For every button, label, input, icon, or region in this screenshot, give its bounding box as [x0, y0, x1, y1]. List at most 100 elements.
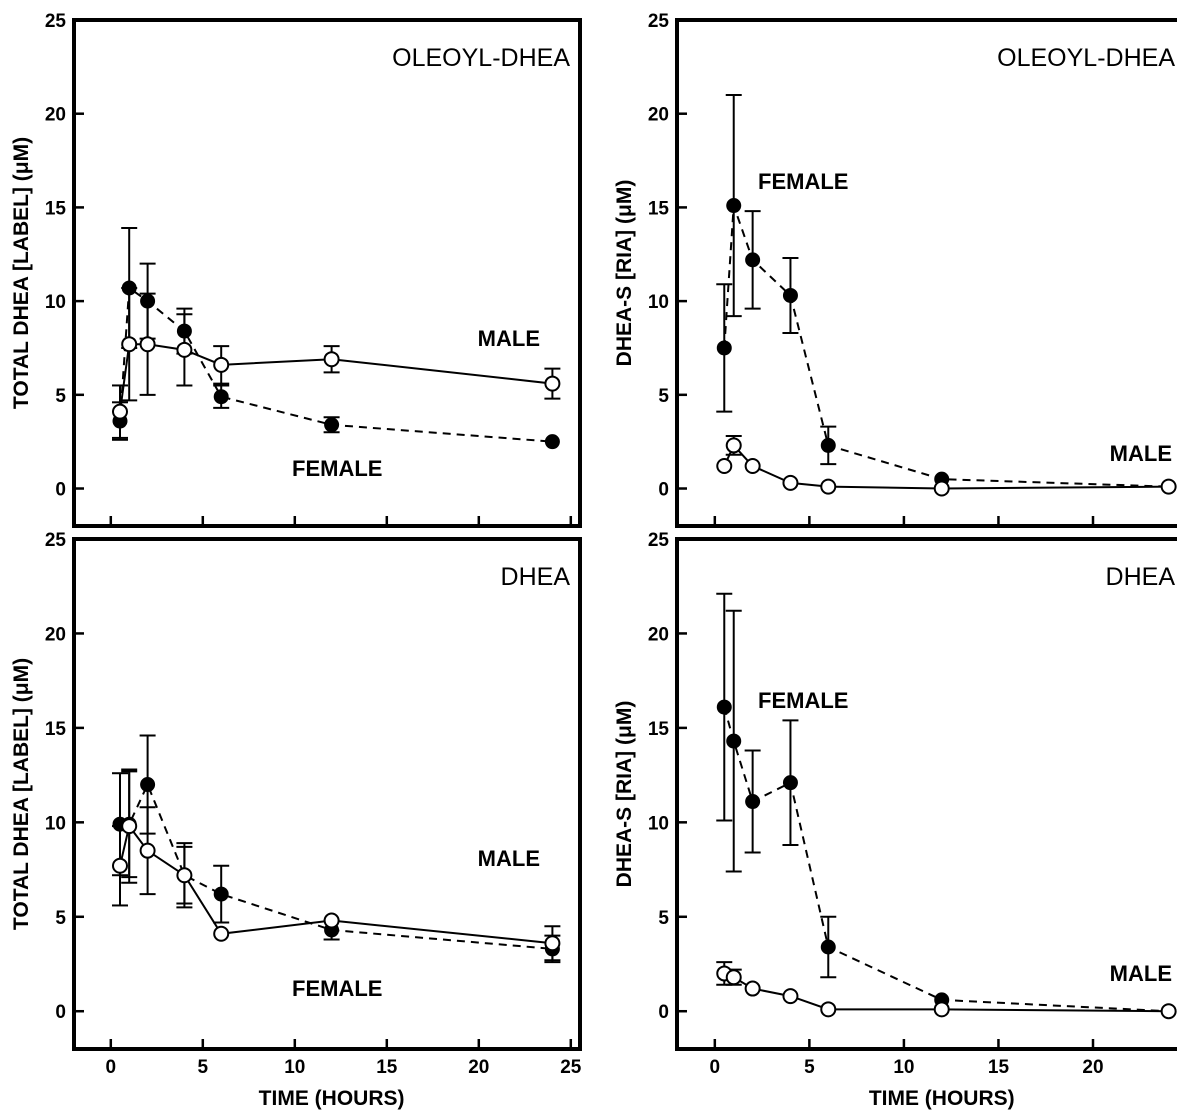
y-tick-label: 20 — [648, 624, 669, 645]
female-data-point — [544, 434, 560, 450]
male-data-point — [139, 336, 156, 353]
female-data-point — [820, 437, 836, 453]
male-data-point — [139, 842, 156, 859]
female-data-point — [745, 794, 761, 810]
chart-panel-2: 0 5 10 15 20 25 DHEA-S [RIA] (μM) OLEOYL-DHEA MA… — [613, 11, 1177, 528]
y-tick-label: 15 — [45, 198, 67, 219]
chart-panel-4: 0 5 10 15 20 25 0 5 10 15 20 DHEA-S [RIA] (μM) TIME … — [613, 530, 1177, 1110]
female-data-point — [140, 293, 156, 309]
male-data-point — [1160, 1003, 1177, 1020]
x-axis-label: TIME (HOURS) — [869, 1087, 1015, 1110]
y-tick-label: 25 — [45, 11, 67, 32]
male-data-point — [213, 925, 230, 942]
y-tick-label: 25 — [648, 530, 670, 551]
x-tick-label: 20 — [1082, 1057, 1103, 1078]
male-data-point — [716, 458, 733, 475]
x-tick-label: 10 — [284, 1057, 305, 1078]
male-data-point — [121, 336, 138, 353]
y-tick-label: 10 — [45, 292, 66, 313]
male-series-label: MALE — [1110, 441, 1172, 466]
male-data-point — [112, 857, 128, 874]
female-data-point — [121, 280, 137, 296]
chart-panel-1: 0 5 10 15 20 25 TOTAL DHEA [LABEL] (μM) OLEOYL-… — [10, 11, 582, 528]
y-axis-label: TOTAL DHEA [LABEL] (μM) — [10, 137, 33, 409]
y-tick-label: 0 — [658, 1002, 669, 1023]
female-series-label: FEMALE — [758, 169, 848, 194]
x-tick-label: 0 — [710, 1057, 721, 1078]
female-data-point — [716, 699, 732, 715]
y-tick-label: 5 — [55, 908, 66, 929]
y-tick-label: 20 — [45, 105, 66, 126]
y-tick-label: 25 — [648, 11, 670, 32]
male-data-point — [820, 478, 837, 495]
panel-title: OLEOYL-DHEA — [997, 44, 1175, 72]
male-data-point — [820, 1001, 837, 1018]
y-tick-label: 15 — [648, 719, 670, 740]
male-data-point — [744, 980, 761, 997]
y-tick-label: 20 — [45, 624, 66, 645]
y-axis-label: TOTAL DHEA [LABEL] (μM) — [10, 658, 33, 930]
y-tick-label: 5 — [55, 386, 66, 407]
female-data-point — [820, 939, 836, 955]
female-data-point — [782, 287, 798, 303]
male-data-point — [121, 818, 138, 835]
x-tick-label: 15 — [376, 1057, 398, 1078]
male-series-label: MALE — [478, 846, 540, 871]
male-data-point — [323, 351, 340, 368]
female-data-point — [176, 323, 192, 339]
x-tick-label: 15 — [988, 1057, 1010, 1078]
plot-frame — [72, 18, 582, 528]
y-tick-label: 5 — [658, 386, 669, 407]
chart-panel-3: 0 5 10 15 20 25 0 5 10 15 20 25 TOTAL DHEA [LABEL] (… — [10, 530, 582, 1110]
female-data-point — [726, 733, 742, 749]
male-data-point — [323, 912, 340, 929]
y-tick-label: 15 — [648, 198, 670, 219]
y-tick-label: 10 — [45, 813, 66, 834]
plot-frame — [675, 537, 1177, 1051]
plot-frame — [72, 537, 582, 1051]
y-axis-label: DHEA-S [RIA] (μM) — [613, 701, 636, 888]
female-series-label: FEMALE — [758, 688, 848, 713]
x-axis-label: TIME (HOURS) — [259, 1087, 405, 1110]
x-tick-label: 5 — [198, 1057, 209, 1078]
male-data-point — [544, 375, 561, 392]
y-tick-label: 15 — [45, 719, 67, 740]
female-series-label: FEMALE — [292, 976, 382, 1001]
male-series-label: MALE — [478, 326, 540, 351]
male-data-point — [933, 1001, 950, 1018]
female-data-point — [782, 775, 798, 791]
y-tick-label: 0 — [55, 1002, 66, 1023]
male-data-point — [744, 458, 761, 475]
female-series-label: FEMALE — [292, 456, 382, 481]
male-data-point — [1160, 478, 1177, 495]
panel-title: OLEOYL-DHEA — [392, 44, 570, 72]
y-tick-label: 20 — [648, 105, 669, 126]
female-data-point — [213, 886, 229, 902]
female-data-point — [324, 417, 340, 433]
female-data-point — [726, 198, 742, 214]
y-tick-label: 5 — [658, 908, 669, 929]
panel-title: DHEA — [1106, 563, 1176, 591]
male-data-point — [782, 474, 799, 491]
y-tick-label: 10 — [648, 813, 669, 834]
male-data-point — [933, 480, 950, 497]
female-data-point — [745, 252, 761, 268]
x-tick-label: 10 — [893, 1057, 914, 1078]
panel-title: DHEA — [501, 563, 571, 591]
male-data-point — [176, 867, 193, 884]
male-data-point — [176, 341, 193, 358]
male-data-point — [213, 356, 230, 373]
x-tick-label: 20 — [468, 1057, 489, 1078]
male-data-point — [112, 403, 128, 420]
y-tick-label: 0 — [55, 480, 66, 501]
female-data-point — [140, 777, 156, 793]
y-tick-label: 25 — [45, 530, 67, 551]
x-tick-label: 25 — [560, 1057, 582, 1078]
male-data-point — [725, 437, 742, 454]
female-data-point — [716, 340, 732, 356]
y-tick-label: 0 — [658, 480, 669, 501]
male-data-point — [544, 935, 561, 952]
female-series-line — [723, 205, 1169, 488]
plot-frame — [675, 18, 1177, 528]
